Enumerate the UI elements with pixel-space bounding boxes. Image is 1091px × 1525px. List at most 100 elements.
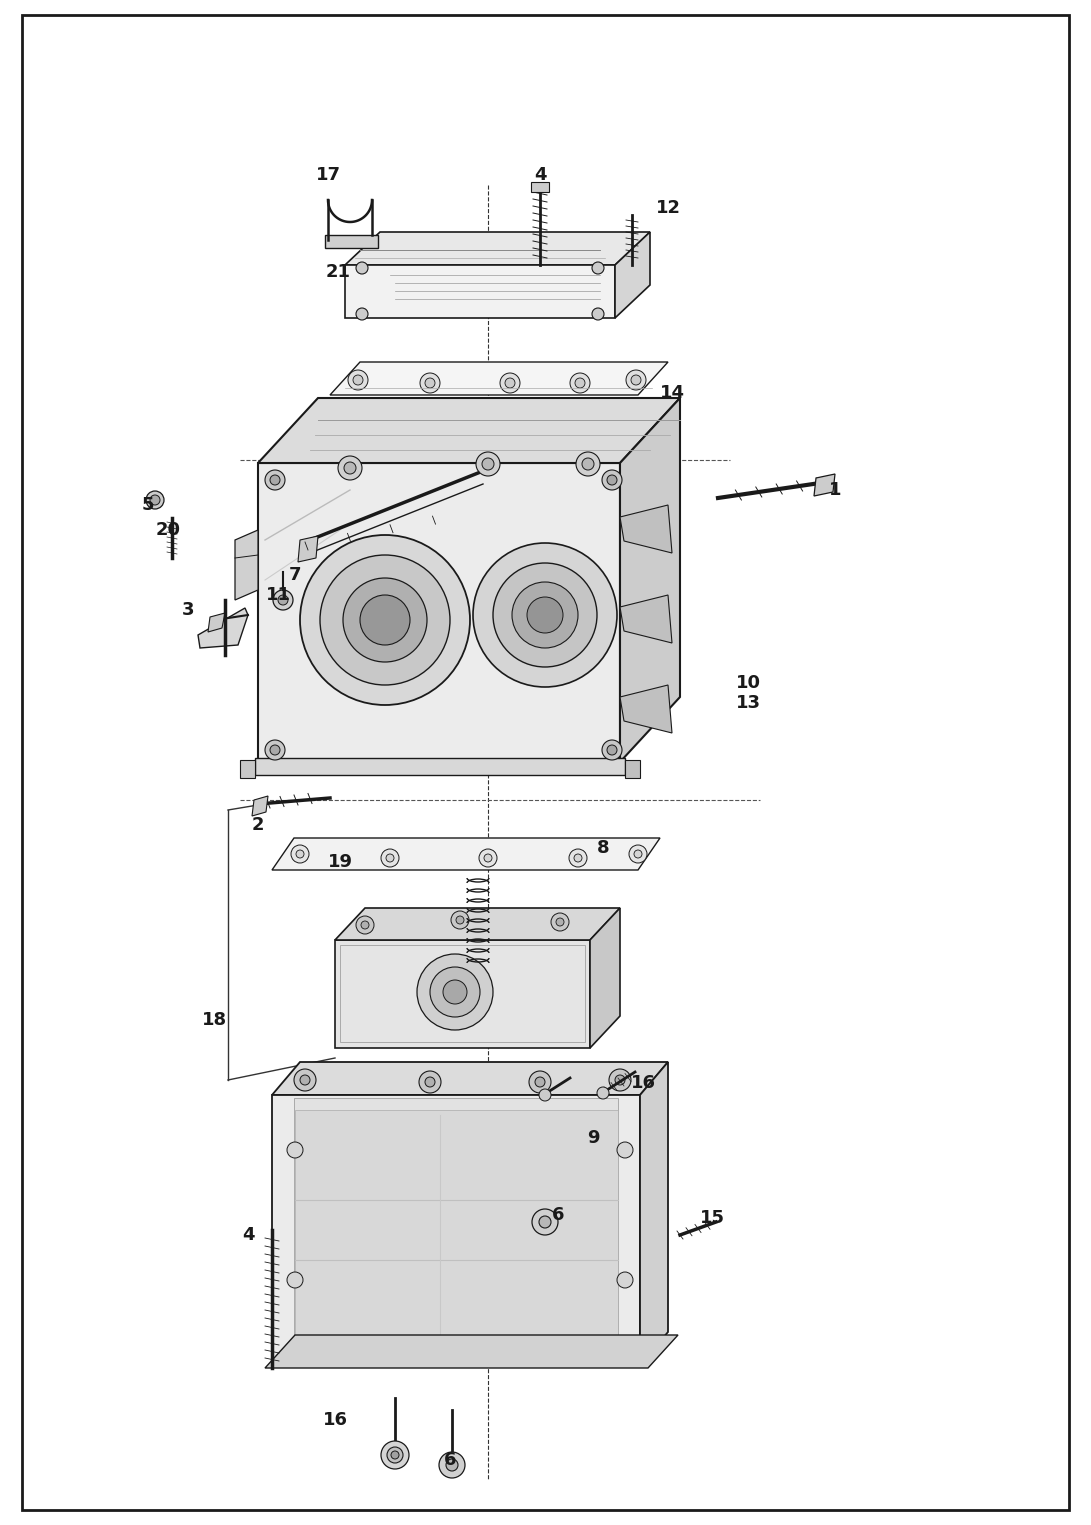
Circle shape — [361, 921, 369, 929]
Polygon shape — [329, 361, 668, 395]
Text: 1: 1 — [829, 480, 841, 499]
Circle shape — [338, 456, 362, 480]
Circle shape — [430, 967, 480, 1017]
Polygon shape — [345, 232, 650, 265]
Polygon shape — [272, 839, 660, 869]
Circle shape — [539, 1215, 551, 1228]
Polygon shape — [257, 398, 680, 464]
Circle shape — [356, 262, 368, 274]
Circle shape — [300, 1075, 310, 1084]
Circle shape — [473, 543, 618, 686]
Circle shape — [269, 474, 280, 485]
Circle shape — [602, 470, 622, 490]
Circle shape — [387, 1447, 403, 1462]
Circle shape — [296, 849, 304, 859]
Polygon shape — [272, 1095, 640, 1365]
Circle shape — [529, 1071, 551, 1093]
Circle shape — [493, 563, 597, 666]
Circle shape — [574, 854, 582, 862]
Circle shape — [479, 849, 497, 868]
Circle shape — [607, 474, 618, 485]
Circle shape — [570, 849, 587, 868]
Polygon shape — [625, 759, 640, 778]
Polygon shape — [620, 595, 672, 644]
Polygon shape — [265, 1334, 678, 1368]
Text: 7: 7 — [289, 566, 301, 584]
Circle shape — [602, 740, 622, 759]
Circle shape — [356, 308, 368, 320]
Text: 9: 9 — [587, 1128, 599, 1147]
Circle shape — [609, 1069, 631, 1090]
Text: 17: 17 — [315, 166, 340, 185]
Circle shape — [265, 740, 285, 759]
Text: 19: 19 — [327, 852, 352, 871]
Circle shape — [417, 955, 493, 1029]
Circle shape — [265, 470, 285, 490]
Text: 13: 13 — [735, 694, 760, 712]
Circle shape — [618, 1142, 633, 1157]
Polygon shape — [620, 398, 680, 762]
Circle shape — [391, 1450, 399, 1459]
Text: 15: 15 — [699, 1209, 724, 1228]
Circle shape — [570, 374, 590, 393]
Circle shape — [575, 378, 585, 387]
Polygon shape — [252, 796, 268, 816]
Circle shape — [273, 590, 293, 610]
Circle shape — [269, 746, 280, 755]
Circle shape — [348, 371, 368, 390]
Circle shape — [582, 458, 594, 470]
Polygon shape — [325, 235, 377, 249]
Circle shape — [618, 1272, 633, 1289]
Polygon shape — [235, 531, 257, 599]
Text: 6: 6 — [552, 1206, 564, 1225]
Text: 16: 16 — [323, 1411, 348, 1429]
Polygon shape — [272, 1061, 668, 1095]
Circle shape — [476, 451, 500, 476]
Circle shape — [535, 1077, 546, 1087]
Circle shape — [634, 849, 642, 859]
Text: 4: 4 — [533, 166, 547, 185]
Polygon shape — [615, 232, 650, 319]
Polygon shape — [620, 685, 672, 734]
Polygon shape — [293, 1098, 618, 1362]
Text: 11: 11 — [265, 586, 290, 604]
Circle shape — [356, 917, 374, 933]
Polygon shape — [295, 1110, 618, 1340]
Polygon shape — [197, 608, 248, 648]
Polygon shape — [620, 505, 672, 554]
Circle shape — [353, 375, 363, 384]
Text: 14: 14 — [659, 384, 684, 403]
Text: 18: 18 — [203, 1011, 228, 1029]
Polygon shape — [208, 613, 225, 631]
Circle shape — [300, 535, 470, 705]
Circle shape — [527, 596, 563, 633]
Circle shape — [381, 849, 399, 868]
Polygon shape — [814, 474, 835, 496]
Circle shape — [576, 451, 600, 476]
Polygon shape — [335, 907, 620, 939]
Circle shape — [630, 845, 647, 863]
Circle shape — [439, 1452, 465, 1478]
Text: 10: 10 — [735, 674, 760, 692]
Polygon shape — [240, 759, 255, 778]
Circle shape — [484, 854, 492, 862]
Circle shape — [597, 1087, 609, 1100]
Circle shape — [592, 308, 604, 320]
Polygon shape — [298, 535, 317, 563]
Circle shape — [482, 458, 494, 470]
Circle shape — [551, 913, 570, 930]
Circle shape — [500, 374, 520, 393]
Text: 21: 21 — [325, 262, 350, 281]
Text: 2: 2 — [252, 816, 264, 834]
Polygon shape — [345, 265, 615, 319]
Circle shape — [607, 746, 618, 755]
Circle shape — [287, 1142, 303, 1157]
Text: 3: 3 — [182, 601, 194, 619]
Text: 20: 20 — [156, 522, 180, 538]
Circle shape — [532, 1209, 558, 1235]
Circle shape — [626, 371, 646, 390]
Text: 8: 8 — [597, 839, 609, 857]
Polygon shape — [590, 907, 620, 1048]
Circle shape — [456, 917, 464, 924]
Circle shape — [343, 578, 427, 662]
